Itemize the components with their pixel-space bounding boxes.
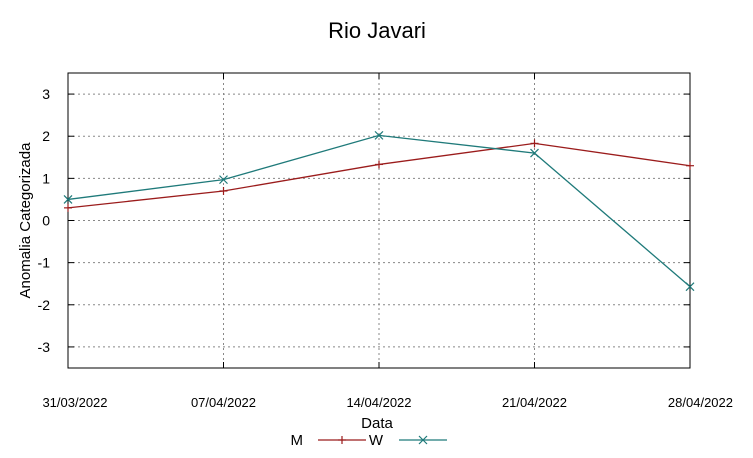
x-tick-label: 28/04/2022	[668, 395, 733, 410]
axis-ticks: -3 -2 -1 0 1 2 3 31/03/2022 07/04/2022 14/04/2022…	[38, 73, 733, 410]
x-axis-label: Data	[361, 415, 393, 432]
legend-label-m: M	[291, 432, 304, 449]
data-point-m	[375, 160, 383, 169]
marker-stroke	[219, 175, 228, 185]
data-point-w	[63, 195, 73, 204]
x-tick-label: 31/03/2022	[42, 395, 107, 410]
chart-title: Rio Javari	[328, 18, 426, 43]
marker-stroke	[63, 195, 73, 204]
marker-stroke	[685, 282, 695, 292]
y-tick-label: -2	[38, 297, 51, 313]
y-tick-label: 2	[42, 128, 50, 144]
marker-stroke	[418, 435, 428, 445]
y-tick-label: 1	[42, 170, 50, 186]
data-point-m	[219, 187, 228, 195]
legend-marker-w	[418, 435, 428, 445]
y-tick-label: -3	[38, 339, 51, 355]
marker-stroke	[530, 148, 539, 158]
grid	[68, 73, 690, 368]
y-tick-label: 0	[42, 213, 50, 229]
x-tick-label: 07/04/2022	[191, 395, 256, 410]
data-point-w	[530, 148, 539, 158]
data-point-w	[685, 282, 695, 292]
data-point-w	[374, 130, 384, 140]
y-axis-label: Anomalia Categorizada	[17, 142, 34, 299]
y-tick-label: 3	[42, 86, 50, 102]
data-point-w	[219, 175, 228, 185]
data-point-m	[64, 203, 72, 212]
y-tick-label: -1	[38, 255, 51, 271]
marker-stroke	[374, 130, 384, 140]
series-group	[63, 130, 695, 292]
data-point-m	[530, 139, 539, 148]
data-point-m	[686, 161, 694, 170]
legend-label-w: W	[369, 432, 384, 449]
x-tick-label: 21/04/2022	[502, 395, 567, 410]
legend-marker-m	[338, 436, 346, 444]
x-tick-label: 14/04/2022	[346, 395, 411, 410]
